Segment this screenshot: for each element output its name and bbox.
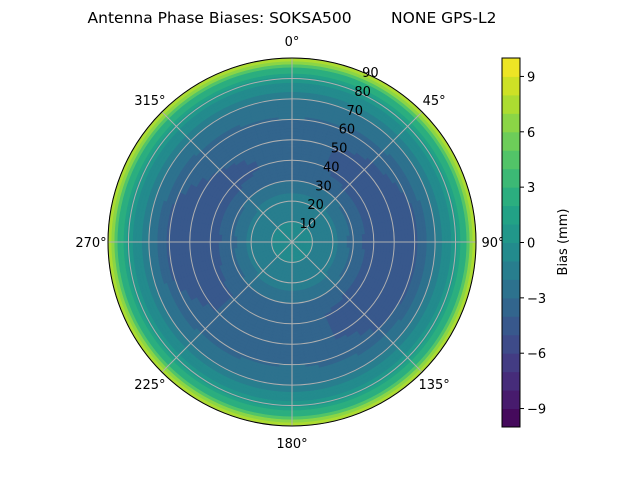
colorbar-segment: [502, 371, 520, 391]
theta-tick-label: 180°: [276, 437, 307, 452]
colorbar-segment: [502, 205, 520, 225]
contour-cell: [242, 241, 247, 248]
theta-tick-label: 90°: [481, 236, 504, 251]
contour-cell: [291, 195, 298, 200]
r-tick-label: 40: [323, 160, 340, 175]
colorbar-segment: [502, 390, 520, 410]
colorbar-tick-label: −3: [527, 292, 546, 307]
colorbar-segment: [502, 76, 520, 96]
colorbar-tick-label: −9: [527, 403, 546, 418]
colorbar-label: Bias (mm): [556, 209, 571, 276]
colorbar-segment: [502, 297, 520, 317]
contour-cell: [291, 201, 297, 206]
theta-tick-label: 45°: [423, 94, 446, 109]
colorbar-segment: [502, 242, 520, 262]
contour-cell: [334, 236, 339, 243]
theta-tick-label: 0°: [285, 35, 300, 50]
contour-cell: [328, 241, 333, 247]
theta-tick-label: 315°: [134, 94, 165, 109]
contour-cell: [251, 237, 256, 243]
r-tick-label: 90: [362, 66, 379, 81]
colorbar-segment: [502, 113, 520, 133]
contour-cell: [337, 241, 342, 248]
colorbar-segment: [502, 279, 520, 299]
colorbar-segment: [502, 260, 520, 280]
r-tick-label: 50: [331, 142, 348, 157]
contour-cell: [325, 237, 330, 243]
contour-cell: [288, 207, 293, 212]
contour-cell: [254, 237, 259, 243]
contour-cell: [291, 284, 298, 289]
colorbar-segment: [502, 150, 520, 170]
contour-cell: [291, 287, 298, 292]
r-tick-label: 80: [354, 85, 371, 100]
colorbar-segment: [502, 334, 520, 354]
contour-cell: [291, 272, 296, 277]
theta-tick-label: 225°: [134, 378, 165, 393]
colorbar-segment: [502, 316, 520, 336]
r-tick-label: 20: [307, 198, 324, 213]
colorbar-tick-label: 9: [527, 70, 535, 85]
contour-cell: [242, 236, 247, 243]
colorbar-tick-label: 0: [527, 237, 535, 252]
colorbar-segment: [502, 58, 520, 77]
contour-cell: [322, 238, 327, 243]
theta-tick-label: 270°: [75, 236, 106, 251]
colorbar-segment: [502, 353, 520, 373]
contour-cell: [337, 236, 342, 243]
chart-title: Antenna Phase Biases: SOKSA500 NONE GPS-…: [88, 9, 497, 27]
contour-cell: [286, 287, 293, 292]
contour-cell: [287, 201, 293, 206]
colorbar-tick-label: 6: [527, 126, 535, 141]
colorbar-tick-label: 3: [527, 181, 535, 196]
contour-cell: [251, 241, 256, 247]
contour-cell: [291, 204, 297, 209]
colorbar-segment: [502, 168, 520, 188]
contour-cell: [287, 275, 293, 280]
colorbar-segment: [502, 187, 520, 207]
contour-cell: [328, 237, 333, 243]
contour-cell: [287, 278, 293, 283]
r-tick-label: 60: [339, 123, 356, 138]
r-tick-label: 30: [315, 179, 332, 194]
contour-cell: [291, 278, 297, 283]
contour-cell: [334, 241, 339, 248]
contour-cell: [257, 241, 262, 246]
theta-tick-label: 135°: [418, 378, 449, 393]
contour-cell: [325, 241, 330, 247]
polar-grid: [107, 57, 477, 427]
colorbar-segment: [502, 224, 520, 243]
colorbar-segment: [502, 94, 520, 114]
colorbar-segment: [502, 408, 520, 428]
contour-cell: [245, 241, 250, 248]
contour-cell: [245, 236, 250, 243]
contour-cell: [291, 192, 298, 197]
contour-cell: [286, 192, 293, 197]
colorbar-tick-label: −6: [527, 347, 546, 362]
contour-cell: [286, 284, 293, 289]
contour-cell: [291, 275, 297, 280]
r-tick-label: 10: [300, 217, 317, 232]
colorbar-segment: [502, 131, 520, 151]
r-tick-label: 70: [346, 104, 363, 119]
contour-cell: [287, 204, 293, 209]
contour-cell: [254, 241, 259, 247]
colorbar: −9 −6 −3 0 3 6 9: [501, 57, 546, 428]
contour-cell: [286, 195, 293, 200]
